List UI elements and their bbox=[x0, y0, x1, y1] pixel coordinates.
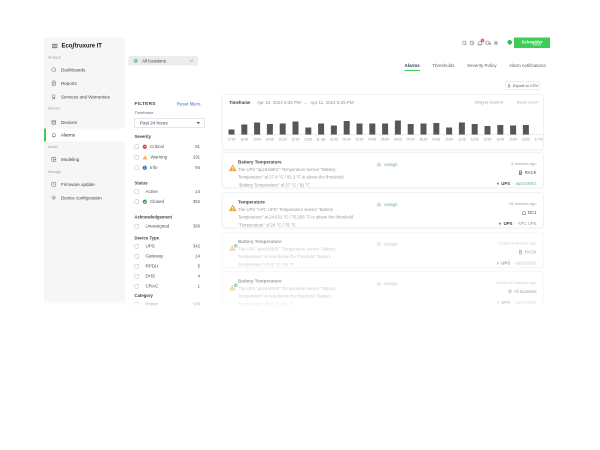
svg-text:09:00: 09:00 bbox=[432, 138, 440, 142]
svg-text:23:00: 23:00 bbox=[304, 138, 312, 142]
svg-text:01:00: 01:00 bbox=[330, 138, 338, 142]
svg-text:8: 8 bbox=[482, 39, 484, 43]
svg-text:17:00: 17:00 bbox=[228, 138, 236, 142]
svg-text:06:00: 06:00 bbox=[394, 138, 402, 142]
svg-text:05:00: 05:00 bbox=[381, 138, 389, 142]
svg-text:04:00: 04:00 bbox=[368, 138, 376, 142]
svg-text:02:00: 02:00 bbox=[343, 138, 351, 142]
svg-text:19:00: 19:00 bbox=[253, 138, 261, 142]
svg-text:10:00: 10:00 bbox=[445, 138, 453, 142]
svg-text:15:00: 15:00 bbox=[509, 138, 517, 142]
svg-text:11:00: 11:00 bbox=[458, 138, 466, 142]
svg-text:08:00: 08:00 bbox=[420, 138, 428, 142]
svg-text:18:00: 18:00 bbox=[240, 138, 248, 142]
svg-text:13:00: 13:00 bbox=[484, 138, 492, 142]
svg-text:14:00: 14:00 bbox=[496, 138, 504, 142]
svg-text:22:00: 22:00 bbox=[292, 138, 300, 142]
svg-text:07:00: 07:00 bbox=[407, 138, 415, 142]
svg-text:17:00: 17:00 bbox=[535, 138, 543, 142]
svg-text:16:00: 16:00 bbox=[522, 138, 530, 142]
svg-text:12:00: 12:00 bbox=[471, 138, 479, 142]
svg-text:21:00: 21:00 bbox=[279, 138, 287, 142]
svg-text:11. Apr: 11. Apr bbox=[316, 138, 326, 142]
svg-text:03:00: 03:00 bbox=[356, 138, 364, 142]
svg-text:20:00: 20:00 bbox=[266, 138, 274, 142]
